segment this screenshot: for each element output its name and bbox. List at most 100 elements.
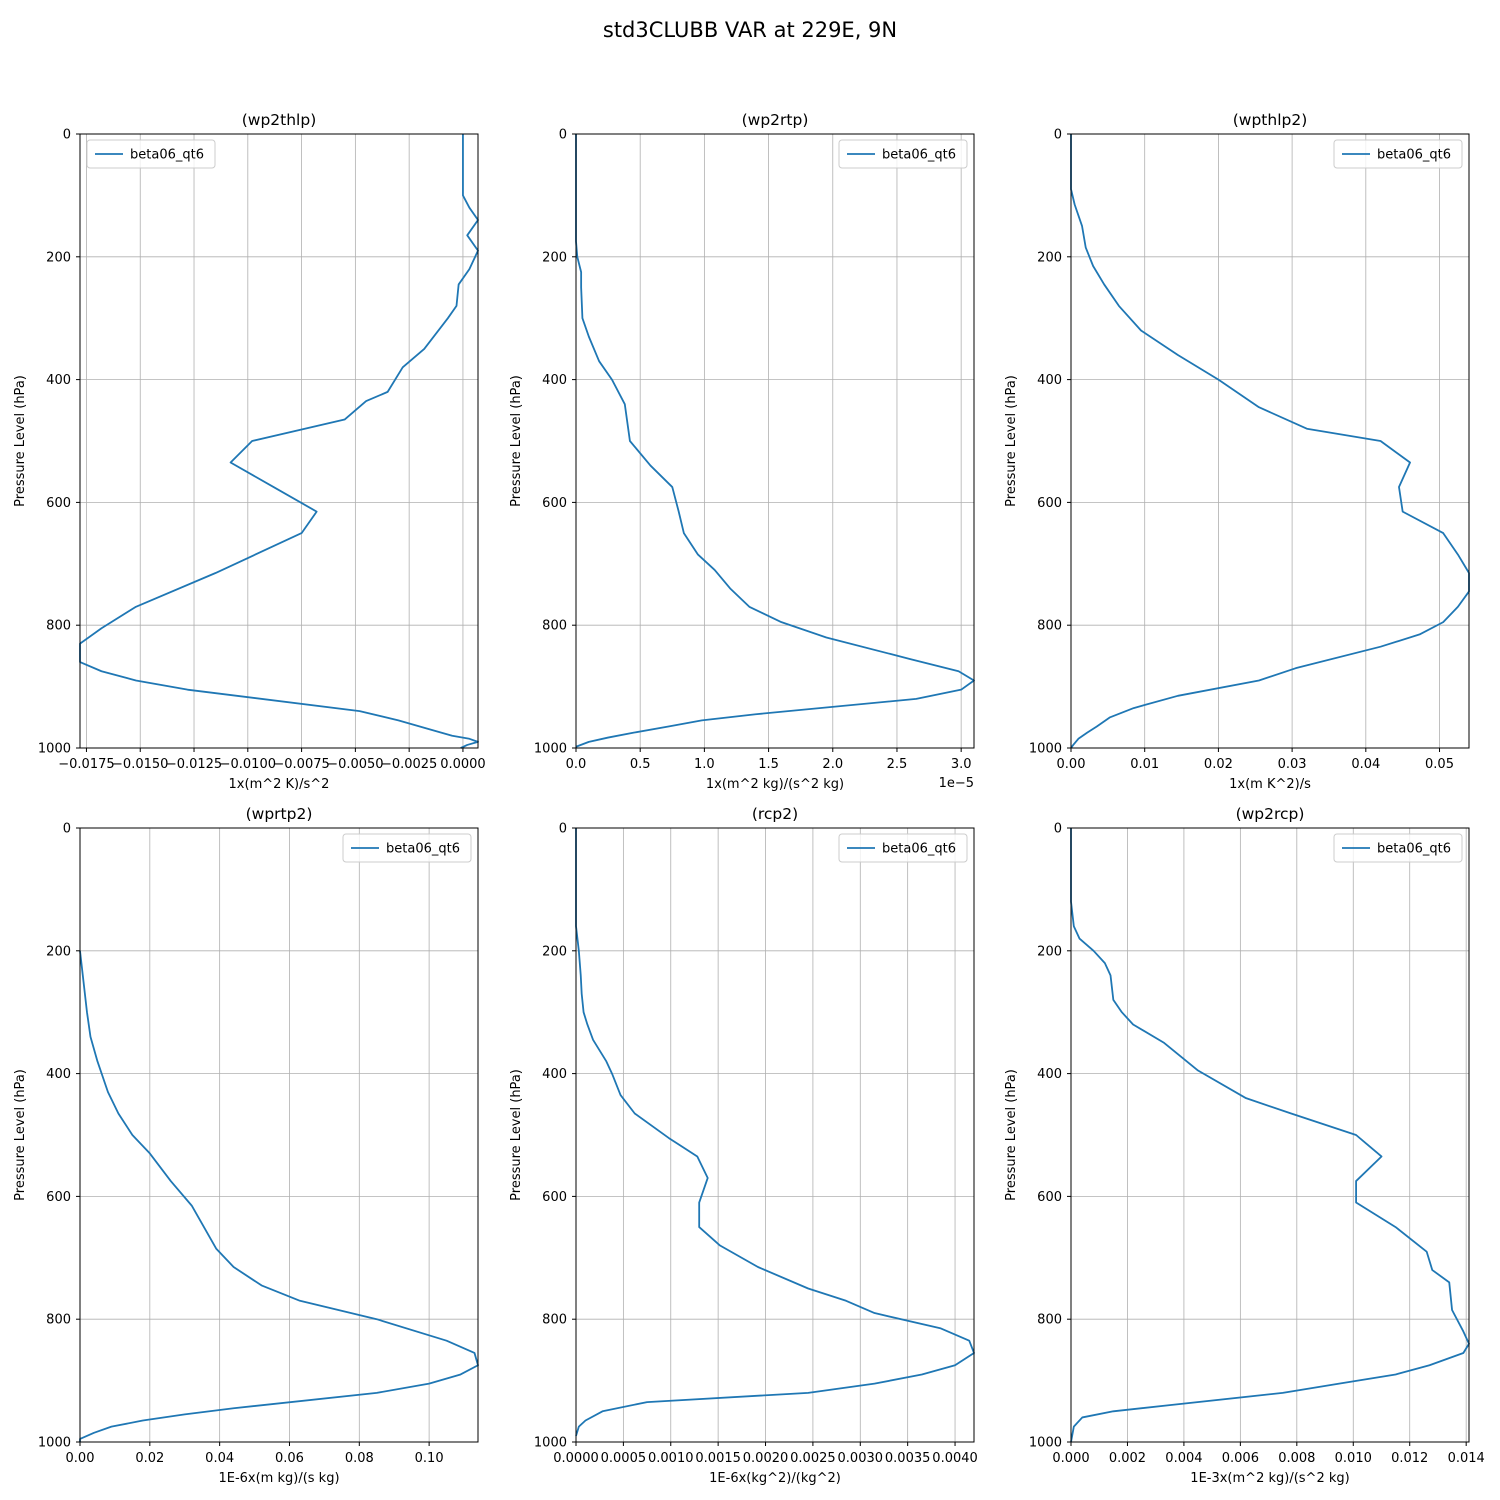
y-tick-label: 200 [1037,944,1062,959]
x-tick-label: 0.0 [566,757,587,772]
x-tick-label: 0.5 [630,757,651,772]
y-tick-label: 400 [1037,1067,1062,1082]
x-tick-label: 0.01 [1130,757,1159,772]
x-axis-label: 1x(m^2 K)/s^2 [229,777,330,792]
x-tick-label: 0.0015 [695,1451,741,1466]
subplots-grid: −0.0175−0.0150−0.0125−0.0100−0.0075−0.00… [13,111,1485,1486]
legend-box [342,833,472,863]
axes-frame [1070,827,1470,1443]
y-tick-label: 800 [1037,619,1062,634]
x-axis-label: 1E-6x(m kg)/(s kg) [218,1471,339,1486]
y-tick-label: 800 [542,1313,567,1328]
x-tick-label: −0.0025 [381,757,437,772]
x-tick-label: 1.0 [694,757,715,772]
series-line-beta06_qt6 [1070,828,1470,1443]
x-tick-label: 0.00 [66,1451,95,1466]
y-axis-label: Pressure Level (hPa) [509,1069,524,1201]
x-tick-label: 0.008 [1278,1451,1315,1466]
x-tick-label: −0.0150 [112,757,168,772]
y-axis-label: Pressure Level (hPa) [1004,375,1019,507]
x-tick-label: −0.0100 [220,757,276,772]
x-tick-label: 0.0000 [553,1451,599,1466]
series-line-beta06_qt6 [1070,134,1470,749]
legend-label: beta06_qt6 [882,842,956,857]
y-tick-label: 1000 [534,742,567,757]
x-tick-label: 0.010 [1335,1451,1372,1466]
y-tick-label: 200 [542,250,567,265]
y-tick-label: 600 [542,496,567,511]
subplot-2: 0.0 0.5 1.0 1.5 2.0 2.5 3.0 0 200 400 600 800 1000 (w… [509,111,975,792]
legend: beta06_qt6 [86,139,216,169]
x-tick-label: 0.02 [1204,757,1233,772]
legend-label: beta06_qt6 [1377,842,1451,857]
y-tick-label: 200 [1037,250,1062,265]
x-tick-label: 0.0000 [440,757,486,772]
y-tick-label: 1000 [38,742,71,757]
subplot-3: 0.00 0.01 0.02 0.03 0.04 0.05 0 200 400 600 800 100… [1004,111,1470,792]
legend: beta06_qt6 [838,139,968,169]
x-tick-label: 2.5 [887,757,908,772]
y-tick-label: 800 [1037,1313,1062,1328]
y-tick-label: 0 [63,128,71,143]
y-tick-label: 0 [559,822,567,837]
x-axis-label: 1E-6x(kg^2)/(kg^2) [709,1471,841,1486]
x-axis-label: 1x(m^2 kg)/(s^2 kg) [706,777,844,792]
x-tick-label: 0.04 [205,1451,234,1466]
y-tick-label: 1000 [1029,1436,1062,1451]
axes-frame [79,133,479,749]
y-axis-label: Pressure Level (hPa) [509,375,524,507]
legend: beta06_qt6 [1333,833,1463,863]
legend-label: beta06_qt6 [1377,148,1451,163]
series-line-beta06_qt6 [79,134,479,749]
legend-label: beta06_qt6 [386,842,460,857]
y-tick-label: 800 [46,619,71,634]
x-tick-label: 0.10 [415,1451,444,1466]
subplot-6: 0.000 0.002 0.004 0.006 0.008 0.010 0.012 0.014… [1004,805,1485,1486]
legend: beta06_qt6 [838,833,968,863]
x-tick-label: 0.0005 [601,1451,647,1466]
legend-box [838,833,968,863]
y-axis-label: Pressure Level (hPa) [1004,1069,1019,1201]
y-tick-label: 1000 [534,1436,567,1451]
x-tick-label: −0.0050 [327,757,383,772]
x-tick-label: 0.0035 [885,1451,931,1466]
x-tick-label: 0.000 [1052,1451,1089,1466]
x-tick-label: 0.03 [1278,757,1307,772]
x-axis-label: 1x(m K^2)/s [1229,777,1311,792]
x-tick-label: −0.0175 [58,757,114,772]
x-tick-label: 0.0025 [790,1451,836,1466]
x-tick-label: 0.02 [135,1451,164,1466]
subplot-4: 0.00 0.02 0.04 0.06 0.08 0.10 0 200 400 600 800 100… [13,805,479,1486]
x-tick-label: 2.0 [822,757,843,772]
legend-box [1333,833,1463,863]
y-tick-label: 600 [1037,496,1062,511]
y-tick-label: 0 [559,128,567,143]
y-tick-label: 600 [1037,1190,1062,1205]
legend-label: beta06_qt6 [130,148,204,163]
y-tick-label: 600 [542,1190,567,1205]
axes-frame [79,827,479,1443]
legend: beta06_qt6 [342,833,472,863]
series-line-beta06_qt6 [79,950,479,1442]
y-tick-label: 0 [1054,822,1062,837]
x-tick-label: 0.0020 [743,1451,789,1466]
series-line-beta06_qt6 [575,828,975,1437]
y-tick-label: 200 [542,944,567,959]
legend-box [86,139,216,169]
x-tick-label: 0.014 [1448,1451,1485,1466]
x-tick-label: 3.0 [951,757,972,772]
x-tick-label: 0.002 [1109,1451,1146,1466]
x-tick-label: 0.06 [275,1451,304,1466]
axes-frame [575,827,975,1443]
legend-label: beta06_qt6 [882,148,956,163]
x-tick-label: 0.012 [1391,1451,1428,1466]
series-line-beta06_qt6 [575,134,975,748]
legend-box [1333,139,1463,169]
y-tick-label: 1000 [38,1436,71,1451]
subplot-title: (wprtp2) [246,805,313,823]
y-tick-label: 200 [46,250,71,265]
x-tick-label: −0.0125 [166,757,222,772]
y-tick-label: 0 [1054,128,1062,143]
legend-box [838,139,968,169]
